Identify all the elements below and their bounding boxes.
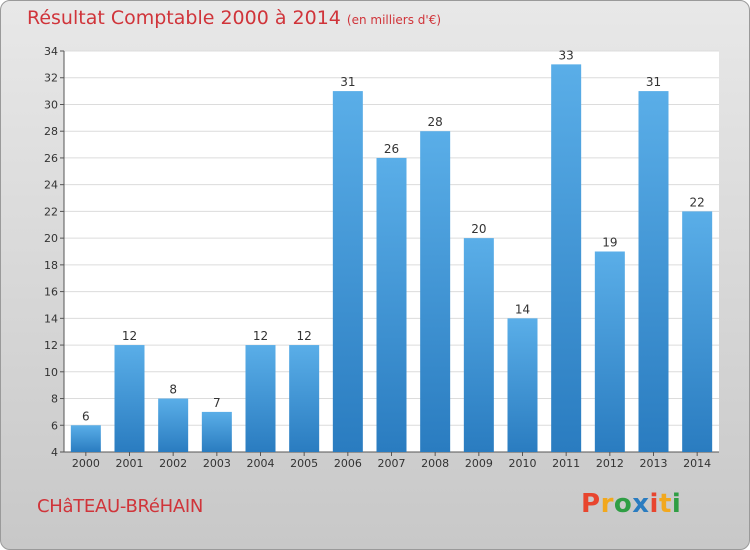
bar-2000 (70, 425, 101, 452)
x-tick-label-2014: 2014 (683, 457, 711, 470)
y-tick-label: 20 (44, 232, 58, 245)
bar-2013 (638, 91, 669, 452)
data-label-2001: 12 (122, 329, 137, 343)
data-label-2006: 31 (340, 75, 355, 89)
y-tick-label: 12 (44, 339, 58, 352)
title-subtitle: (en milliers d'€) (346, 13, 442, 27)
y-tick-label: 22 (44, 205, 58, 218)
x-tick-label-2008: 2008 (421, 457, 449, 470)
x-tick-label-2007: 2007 (378, 457, 406, 470)
bar-2002 (158, 398, 189, 452)
y-tick-label: 6 (51, 419, 58, 432)
data-label-2009: 20 (471, 222, 486, 236)
y-tick-label: 28 (44, 125, 58, 138)
data-label-2003: 7 (213, 396, 221, 410)
data-label-2005: 12 (297, 329, 312, 343)
x-tick-label-2003: 2003 (203, 457, 231, 470)
data-label-2008: 28 (428, 115, 443, 129)
y-tick-label: 30 (44, 98, 58, 111)
commune-name: CHâTEAU-BRéHAIN (37, 496, 204, 517)
y-tick-label: 24 (44, 179, 58, 192)
data-label-2000: 6 (82, 409, 90, 423)
chart-title: Résultat Comptable 2000 à 2014 (en millie… (27, 7, 441, 29)
data-label-2002: 8 (169, 383, 177, 397)
x-tick-label-2000: 2000 (72, 457, 100, 470)
y-tick-label: 10 (44, 366, 58, 379)
data-label-2014: 22 (690, 195, 705, 209)
bar-2008 (420, 131, 451, 452)
x-tick-label-2009: 2009 (465, 457, 493, 470)
bar-2010 (507, 318, 538, 452)
x-tick-label-2004: 2004 (247, 457, 275, 470)
x-tick-label-2005: 2005 (290, 457, 318, 470)
data-label-2007: 26 (384, 142, 399, 156)
logo-letter: P (581, 489, 601, 519)
logo-letter: i (649, 489, 659, 519)
logo-letter: r (600, 489, 614, 519)
x-tick-label-2002: 2002 (159, 457, 187, 470)
bar-2007 (376, 157, 407, 452)
y-tick-label: 18 (44, 259, 58, 272)
bar-2006 (332, 91, 363, 452)
y-tick-label: 14 (44, 312, 58, 325)
x-tick-label-2011: 2011 (552, 457, 580, 470)
bar-2014 (682, 211, 713, 452)
logo-letter: i (671, 489, 682, 519)
data-label-2004: 12 (253, 329, 268, 343)
data-label-2010: 14 (515, 302, 530, 316)
data-label-2012: 19 (602, 236, 617, 250)
data-label-2013: 31 (646, 75, 661, 89)
logo-letter: o (613, 489, 633, 519)
x-tick-label-2001: 2001 (116, 457, 144, 470)
x-tick-label-2010: 2010 (509, 457, 537, 470)
x-tick-label-2006: 2006 (334, 457, 362, 470)
y-tick-label: 8 (51, 393, 58, 406)
title-text: Résultat Comptable 2000 à 2014 (27, 7, 341, 29)
y-tick-label: 34 (44, 45, 58, 58)
bar-2012 (594, 251, 625, 452)
logo-letter: t (658, 489, 672, 519)
bar-2009 (463, 238, 494, 452)
y-tick-label: 26 (44, 152, 58, 165)
y-tick-label: 16 (44, 286, 58, 299)
bar-2001 (114, 345, 145, 452)
x-tick-label-2012: 2012 (596, 457, 624, 470)
bar-2005 (289, 345, 320, 452)
logo-letter: x (632, 489, 650, 519)
y-tick-label: 32 (44, 72, 58, 85)
data-label-2011: 33 (559, 48, 574, 62)
y-tick-label: 4 (51, 446, 58, 459)
bar-2003 (201, 411, 232, 452)
proxiti-logo: Proxiti (581, 489, 681, 519)
bar-2011 (551, 64, 582, 452)
x-tick-label-2013: 2013 (640, 457, 668, 470)
bar-2004 (245, 345, 276, 452)
